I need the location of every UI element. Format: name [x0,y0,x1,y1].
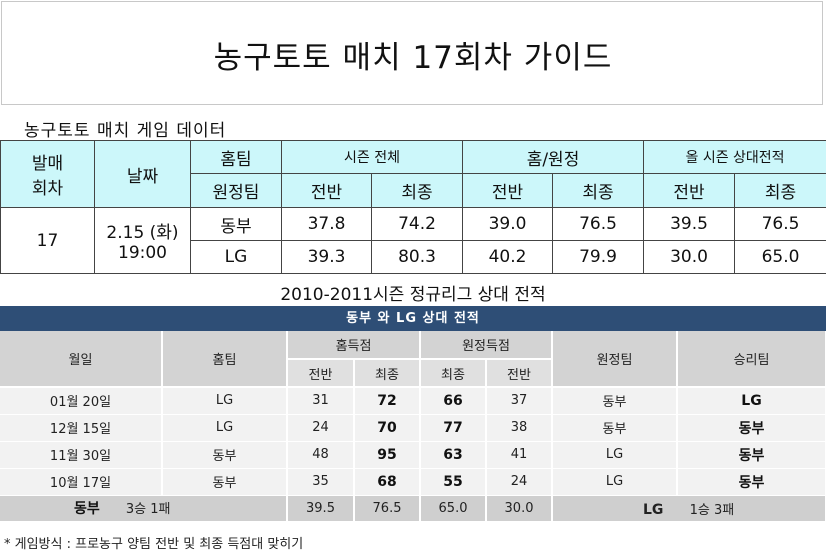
h2-header-half: 전반 [287,359,355,388]
header-round: 발매 회차 [0,140,95,208]
stat-cell: 39.3 [281,240,372,274]
game-winner: LG [677,387,826,415]
summary-team2-record: 1승 3패 [689,502,735,518]
section2-title: 2010-2011시즌 정규리그 상대 전적 [280,285,546,305]
game-away: LG [552,468,679,496]
team-name: LG [190,240,282,274]
header-final: 최종 [552,173,645,208]
summary-v1: 39.5 [287,495,355,523]
game-date: 10월 17일 [0,468,163,496]
game-away: LG [552,441,679,469]
table-row: 10월 17일 동부 35 68 55 24 LG 동부 [0,468,826,496]
table-row: 11월 30일 동부 48 95 63 41 LG 동부 [0,441,826,469]
header-first-half: 전반 [643,173,736,208]
header-first-half: 전반 [281,173,372,208]
stat-cell: 65.0 [734,240,826,274]
footnote: * 게임방식 : 프로농구 양팀 전반 및 최종 득점대 맞히기 [4,537,304,552]
game-h-half: 24 [287,414,355,442]
h2h-table: 월일 홈팀 홈득점 원정득점 원정팀 승리팀 전반 최종 최종 전반 01월 2… [0,331,826,523]
game-a-final: 77 [420,414,488,442]
match-data-table: 발매 회차 날짜 홈팀 시즌 전체 홈/원정 올 시즌 상대전적 원정팀 전반 … [0,140,826,274]
game-away: 동부 [552,387,679,415]
h2-header-home: 홈팀 [162,331,288,388]
header-final: 최종 [370,173,464,208]
game-h-half: 35 [287,468,355,496]
stat-cell: 80.3 [370,240,464,274]
stat-cell: 74.2 [370,207,464,241]
stat-cell: 37.8 [281,207,372,241]
summary-v2: 76.5 [354,495,422,523]
game-a-final: 66 [420,387,488,415]
date-text: 2.15 (화) [106,223,179,243]
game-h-final: 95 [354,441,422,469]
stat-cell: 30.0 [643,240,736,274]
game-a-half: 37 [486,387,554,415]
game-a-final: 63 [420,441,488,469]
game-home: LG [162,414,288,442]
h2-header-date: 월일 [0,331,163,388]
game-date: 12월 15일 [0,414,163,442]
stat-cell: 79.9 [552,240,645,274]
game-a-half: 38 [486,414,554,442]
summary-team2-name: LG [643,501,664,518]
game-home: LG [162,387,288,415]
section1-title: 농구토토 매치 게임 데이터 [24,121,227,141]
h2h-bar: 동부 와 LG 상대 전적 [0,306,826,331]
h2-header-winner: 승리팀 [677,331,826,388]
header-first-half: 전반 [462,173,554,208]
game-a-half: 41 [486,441,554,469]
game-winner: 동부 [677,441,826,469]
summary-v4: 30.0 [486,495,554,523]
game-date: 01월 20일 [0,387,163,415]
stat-cell: 39.5 [643,207,736,241]
header-season: 시즌 전체 [280,140,464,174]
table-row: 01월 20일 LG 31 72 66 37 동부 LG [0,387,826,415]
game-h-final: 70 [354,414,422,442]
team-name: 동부 [190,207,282,241]
title-box: 농구토토 매치 17회차 가이드 [1,1,823,105]
game-home: 동부 [162,441,288,469]
game-date: 11월 30일 [0,441,163,469]
time-text: 19:00 [118,243,167,263]
header-away-team: 원정팀 [190,173,282,208]
h2-header-away: 원정팀 [552,331,679,388]
game-a-half: 24 [486,468,554,496]
game-h-half: 31 [287,387,355,415]
stat-cell: 40.2 [462,240,554,274]
h2-header-final: 최종 [354,359,422,388]
game-home: 동부 [162,468,288,496]
game-winner: 동부 [677,468,826,496]
h2-header-final: 최종 [420,359,488,388]
header-h2h: 올 시즌 상대전적 [643,140,826,174]
summary-row: 동부 3승 1패 39.5 76.5 65.0 30.0 LG 1승 3패 [0,495,826,523]
summary-v3: 65.0 [420,495,488,523]
header-final: 최종 [734,173,826,208]
game-a-final: 55 [420,468,488,496]
game-away: 동부 [552,414,679,442]
h2-header-half: 전반 [486,359,554,388]
header-home-team: 홈팀 [190,140,282,174]
date-value: 2.15 (화) 19:00 [94,207,191,274]
summary-team2: LG 1승 3패 [552,495,826,523]
stat-cell: 76.5 [552,207,645,241]
summary-team1-name: 동부 [74,501,100,518]
table-row: 12월 15일 LG 24 70 77 38 동부 동부 [0,414,826,442]
game-winner: 동부 [677,414,826,442]
stat-cell: 39.0 [462,207,554,241]
summary-team1-record: 3승 1패 [125,502,171,518]
h2-header-away-score: 원정득점 [420,331,554,360]
h2-header-home-score: 홈득점 [287,331,422,360]
round-value: 17 [0,207,95,274]
game-h-half: 48 [287,441,355,469]
header-date: 날짜 [94,140,191,208]
header-homeaway: 홈/원정 [462,140,645,174]
summary-team1: 동부 3승 1패 [0,495,288,523]
game-h-final: 68 [354,468,422,496]
page-title: 농구토토 매치 17회차 가이드 [213,40,613,76]
game-h-final: 72 [354,387,422,415]
stat-cell: 76.5 [734,207,826,241]
